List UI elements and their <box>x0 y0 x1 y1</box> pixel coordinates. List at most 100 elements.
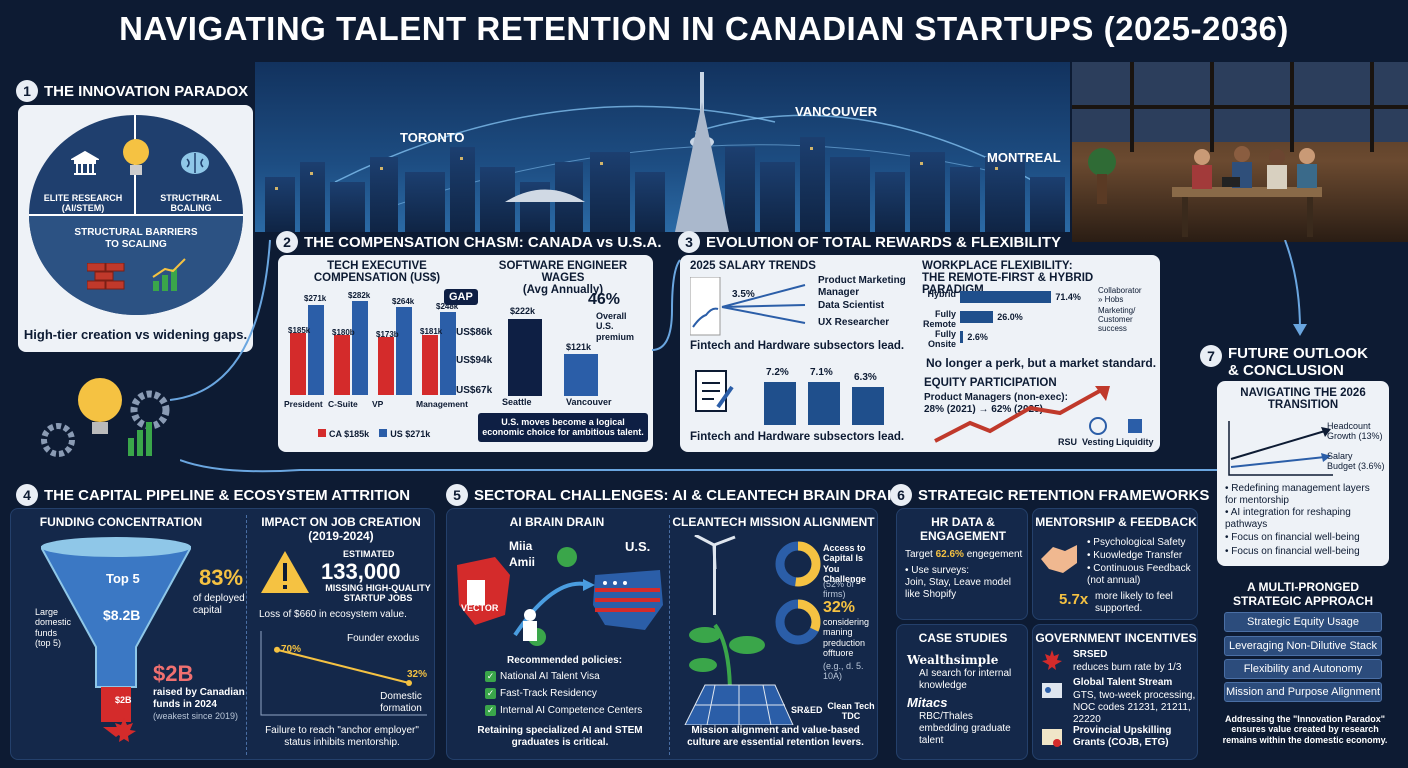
two-b-small: $2B <box>115 695 132 705</box>
swe-wages-chart: $222k $121k <box>504 306 614 396</box>
vancouver-label: Vancouver <box>566 397 612 407</box>
failure-text: Failure to reach "anchor employer" statu… <box>265 725 419 748</box>
page-title: NAVIGATING TALENT RETENTION IN CANADIAN … <box>119 10 1289 47</box>
strategy-pill-1: Strategic Equity Usage <box>1224 612 1382 632</box>
section-4-number: 4 <box>16 484 38 506</box>
canada-us-map <box>457 547 663 646</box>
raised-text: raised by Canadian funds in 2024 <box>153 687 245 710</box>
flex-caption: No longer a perk, but a market standard. <box>926 356 1157 370</box>
bar-ca-label-3: $181k <box>420 327 443 337</box>
considering-pct: 32% <box>823 599 856 616</box>
sred-label: SR&ED <box>791 705 823 715</box>
flex-bar-2 <box>960 331 964 343</box>
brain-icon <box>181 152 209 174</box>
flex-pct-1: 26.0% <box>997 312 1023 322</box>
legend-ca: CA $185k <box>318 429 369 439</box>
exec-comp-title: TECH EXECUTIVE COMPENSATION (US$) <box>313 260 441 284</box>
maple-leaf-icon <box>112 718 136 742</box>
section-1-title: THE INNOVATION PARADOX <box>44 82 249 100</box>
structural-scaling-label: STRUCTHRAL BCALING <box>160 193 222 214</box>
role-product-marketing: Product Marketing Manager <box>818 275 906 298</box>
hr-data-panel: HR DATA & ENGAGEMENT Target 62.6% engege… <box>896 508 1028 620</box>
hr-title: HR DATA & ENGAGEMENT <box>919 515 1006 543</box>
category-label-2: VP <box>372 399 384 410</box>
section-6-number: 6 <box>890 484 912 506</box>
domestic-formation-label: Domestic formation <box>380 691 422 714</box>
innovation-paradox-panel: ELITE RESEARCH (AI/STEM) STRUCTHRAL BCAL… <box>18 105 253 352</box>
wealthsimple-text: AI search for internal knowledge <box>919 668 1012 691</box>
access-text: Access to Capital Is You Challenge <box>823 543 867 585</box>
vancouver-label: VANCOUVER <box>795 104 878 119</box>
bar-us-2 <box>396 307 412 395</box>
role-data-scientist: Data Scientist <box>818 300 885 311</box>
category-label-3: Management <box>416 399 468 410</box>
outlook-item-4: • Focus on financial well-being <box>1225 546 1360 557</box>
warning-icon <box>261 551 309 593</box>
mentor-item-3: • Continuous Feedback (not annual) <box>1087 563 1191 586</box>
equity-title: EQUITY PARTICIPATION <box>924 377 1057 389</box>
gov-sred-text: reduces burn rate by 1/3 <box>1073 662 1182 673</box>
category-label-0: President <box>284 399 323 410</box>
future-outlook-panel: NAVIGATING THE 2026 TRANSITION Headcount… <box>1217 381 1389 566</box>
target-engagement: Target 62.6% engegement <box>905 549 1023 560</box>
vesting-label: Vesting <box>1082 437 1115 447</box>
certificate-icon <box>1042 729 1062 747</box>
handshake-icon <box>1041 545 1077 573</box>
mitacs-text: RBC/Thales embedding graduate talent <box>919 711 1011 746</box>
founder-exodus-chart: 70% 32% <box>259 631 429 721</box>
cleantech-caption: Mission alignment and value-based cultur… <box>687 725 864 748</box>
growth-chart-icon <box>152 258 186 291</box>
considering-sub: (e.g., d. 5. 10A) <box>823 661 864 682</box>
category-label-1: C-Suite <box>328 399 358 410</box>
section-2-title: THE COMPENSATION CHASM: CANADA vs U.S.A. <box>304 233 662 251</box>
elite-research-label: ELITE RESEARCH (AI/STEM) <box>43 193 123 214</box>
exodus-point-0 <box>274 646 280 653</box>
section-7-number: 7 <box>1200 345 1222 367</box>
section-1-header: 1 THE INNOVATION PARADOX <box>16 80 248 102</box>
section-2-number: 2 <box>276 231 298 253</box>
exodus-start-label: 70% <box>281 643 302 655</box>
cleantech-tdc-label: Clean Tech TDC <box>827 701 875 722</box>
gap-value-2: US$94k <box>456 355 493 366</box>
role-ux-researcher: UX Researcher <box>818 317 890 328</box>
jobs-number: 133,000 <box>321 559 401 584</box>
conclusion-text: Addressing the "Innovation Paradox" ensu… <box>1222 714 1388 745</box>
two-b-amount: $2B <box>153 661 194 686</box>
deployed-pct: 83% <box>199 565 244 590</box>
bar-ca-2 <box>378 337 394 395</box>
section-1-number: 1 <box>16 80 38 102</box>
legend-us: US $271k <box>379 429 430 439</box>
policy-2: ✓ Fast-Track Residency <box>485 688 597 699</box>
multi-pronged-title: A MULTI-PRONGED STRATEGIC APPROACH <box>1232 580 1373 608</box>
flex-label-1: Fully Remote <box>922 309 956 330</box>
mentor-item-1: • Psychological Safety <box>1087 537 1186 548</box>
flex-label-0: Hybrid <box>927 289 956 299</box>
city-skyline-illustration: TORONTO VANCOUVER MONTREAL <box>255 62 1070 232</box>
gov-title: GOVERNMENT INCENTIVES <box>1035 631 1197 645</box>
headcount-label: Headcount Growth (13%) <box>1327 421 1383 442</box>
policy-1: ✓ National AI Talent Visa <box>485 671 600 682</box>
vector-label: VECTOR <box>461 603 499 613</box>
amii-label: Amii <box>509 555 536 569</box>
strategy-pill-3: Flexibility and Autonomy <box>1224 659 1382 679</box>
surveys-text: • Use surveys: Join, Stay, Leave model l… <box>905 565 1011 600</box>
salary-trend-arrows <box>690 277 806 336</box>
funding-amount: $8.2B <box>103 607 141 623</box>
ai-brain-drain-title: AI BRAIN DRAIN <box>509 515 605 529</box>
subsector-lead-1: Fintech and Hardware subsectors lead. <box>690 340 905 352</box>
university-icon <box>71 150 99 175</box>
access-sub: (52% of firms) <box>823 579 855 600</box>
bar-ca-label-1: $180b <box>332 327 355 337</box>
section-3-header: 3 EVOLUTION OF TOTAL REWARDS & FLEXIBILI… <box>678 231 1061 253</box>
id-card-icon <box>1042 683 1062 698</box>
bar-us-label-2: $264k <box>392 296 415 306</box>
maple-leaf-icon <box>1042 650 1062 670</box>
bar-us-3 <box>440 312 456 395</box>
exodus-axes <box>260 631 427 716</box>
flex-note-1: Marketing/ Customer success <box>1098 306 1136 333</box>
subsector-bar-1 <box>808 382 840 425</box>
brick-wall-icon <box>87 263 125 290</box>
section-3-number: 3 <box>678 231 700 253</box>
capital-pipeline-panel: FUNDING CONCENTRATION Top 5 $8.2B Large … <box>10 508 435 760</box>
mila-label: Miia <box>509 539 533 553</box>
